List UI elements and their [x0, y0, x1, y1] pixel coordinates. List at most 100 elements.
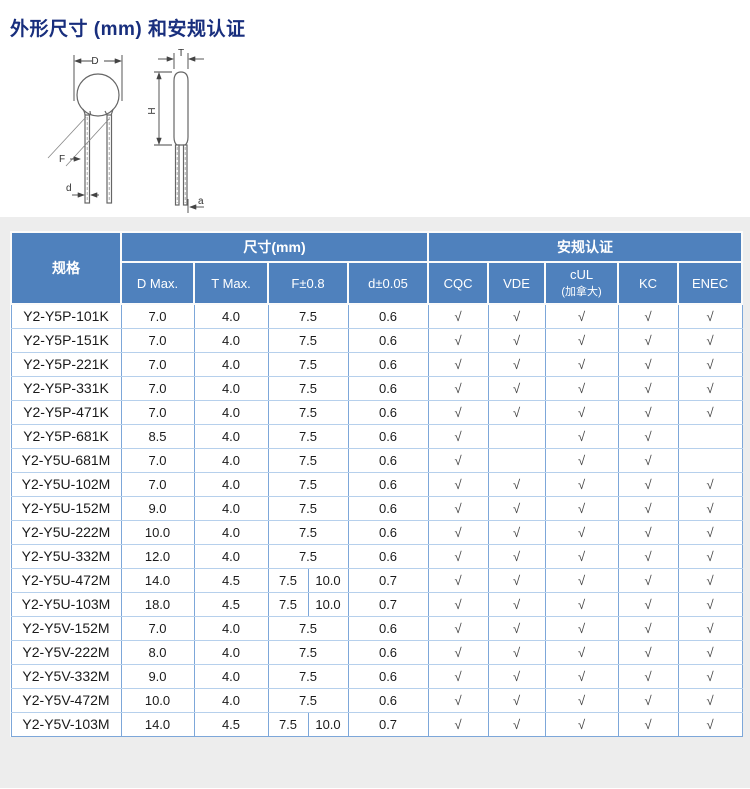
cert-cell-vde: √ — [487, 639, 546, 665]
dim-label-F: F — [59, 154, 65, 165]
table-row: Y2-Y5V-332M 9.0 4.0 7.5 0.6 √ √ √ √ √ — [10, 663, 743, 689]
spec-cell: Y2-Y5P-101K — [10, 303, 122, 329]
cert-cell-cul: √ — [544, 591, 619, 617]
cert-cell-cul: √ — [544, 519, 619, 545]
cert-cell-enec: √ — [677, 495, 743, 521]
d-lead-cell: 0.6 — [347, 615, 429, 641]
cert-cell-enec: √ — [677, 303, 743, 329]
cert-cell-vde: √ — [487, 591, 546, 617]
cert-cell-enec: √ — [677, 471, 743, 497]
t-max-cell: 4.0 — [193, 351, 269, 377]
spec-cell: Y2-Y5V-472M — [10, 687, 122, 713]
cert-cell-cqc: √ — [427, 495, 489, 521]
d-lead-cell: 0.7 — [347, 567, 429, 593]
cert-cell-vde: √ — [487, 543, 546, 569]
table-row: Y2-Y5U-152M 9.0 4.0 7.5 0.6 √ √ √ √ √ — [10, 495, 743, 521]
f-cell: 7.5 — [267, 711, 309, 737]
d-lead-cell: 0.6 — [347, 423, 429, 449]
spec-cell: Y2-Y5U-681M — [10, 447, 122, 473]
cert-cell-vde: √ — [487, 711, 546, 737]
d-max-cell: 7.0 — [120, 399, 195, 425]
spec-cell: Y2-Y5P-331K — [10, 375, 122, 401]
cert-cell-vde: √ — [487, 615, 546, 641]
d-lead-cell: 0.6 — [347, 327, 429, 353]
d-max-cell: 12.0 — [120, 543, 195, 569]
cert-cell-kc: √ — [617, 303, 679, 329]
cert-cell-cqc: √ — [427, 447, 489, 473]
dim-label-d: d — [66, 183, 72, 194]
table-row: Y2-Y5V-103M 14.0 4.5 7.5 10.0 0.7 √ √ √ √ √ — [10, 711, 743, 737]
d-max-cell: 18.0 — [120, 591, 195, 617]
cert-cell-vde — [487, 447, 546, 473]
d-lead-cell: 0.7 — [347, 711, 429, 737]
f-cell: 7.5 — [267, 351, 349, 377]
spec-cell: Y2-Y5U-152M — [10, 495, 122, 521]
spec-cell: Y2-Y5U-103M — [10, 591, 122, 617]
t-max-cell: 4.0 — [193, 327, 269, 353]
d-max-cell: 7.0 — [120, 303, 195, 329]
d-lead-cell: 0.6 — [347, 351, 429, 377]
header-group-row: 规格 尺寸(mm) 安规认证 — [10, 231, 744, 305]
cert-cell-cqc: √ — [427, 351, 489, 377]
header-enec: ENEC — [677, 261, 744, 305]
dim-label-T: T — [178, 48, 184, 59]
t-max-cell: 4.5 — [193, 567, 269, 593]
cert-cell-kc: √ — [617, 711, 679, 737]
cert-cell-cqc: √ — [427, 327, 489, 353]
cert-cell-kc: √ — [617, 567, 679, 593]
f-cell: 7.5 — [267, 615, 349, 641]
d-lead-cell: 0.6 — [347, 519, 429, 545]
f-cell: 7.5 — [267, 423, 349, 449]
d-max-cell: 7.0 — [120, 375, 195, 401]
cert-cell-enec: √ — [677, 327, 743, 353]
cert-cell-cqc: √ — [427, 567, 489, 593]
f-cell: 7.5 — [267, 543, 349, 569]
f-cell: 7.5 — [267, 447, 349, 473]
cert-cell-kc: √ — [617, 615, 679, 641]
cert-cell-kc: √ — [617, 495, 679, 521]
header-vde: VDE — [487, 261, 547, 305]
table-row: Y2-Y5V-152M 7.0 4.0 7.5 0.6 √ √ √ √ √ — [10, 615, 743, 641]
d-lead-cell: 0.6 — [347, 543, 429, 569]
table-row: Y2-Y5U-222M 10.0 4.0 7.5 0.6 √ √ √ √ √ — [10, 519, 743, 545]
cert-cell-cul: √ — [544, 375, 619, 401]
dimensions-certifications-table: 规格 尺寸(mm) 安规认证 D Max. T Max. F±0.8 d±0.0… — [10, 231, 744, 737]
table-row: Y2-Y5U-472M 14.0 4.5 7.5 10.0 0.7 √ √ √ √ √ — [10, 567, 743, 593]
cert-cell-enec: √ — [677, 663, 743, 689]
f-cell-2: 10.0 — [307, 591, 349, 617]
cert-cell-cqc: √ — [427, 303, 489, 329]
cert-cell-enec: √ — [677, 567, 743, 593]
d-max-cell: 14.0 — [120, 711, 195, 737]
page-title: 外形尺寸 (mm) 和安规认证 — [10, 19, 246, 40]
header-spec: 规格 — [10, 231, 122, 305]
header-t-max: T Max. — [193, 261, 269, 305]
cert-cell-cul: √ — [544, 495, 619, 521]
d-max-cell: 7.0 — [120, 471, 195, 497]
spec-cell: Y2-Y5P-221K — [10, 351, 122, 377]
table-row: Y2-Y5U-681M 7.0 4.0 7.5 0.6 √ √ √ — [10, 447, 743, 473]
side-body — [173, 71, 189, 146]
table-body: Y2-Y5P-101K 7.0 4.0 7.5 0.6 √ √ √ √ √ Y2-Y5P-151K 7… — [10, 303, 743, 737]
d-lead-cell: 0.6 — [347, 399, 429, 425]
cert-cell-cul: √ — [544, 663, 619, 689]
d-lead-cell: 0.6 — [347, 447, 429, 473]
cert-cell-cqc: √ — [427, 711, 489, 737]
cert-cell-enec: √ — [677, 615, 743, 641]
t-max-cell: 4.0 — [193, 399, 269, 425]
cert-cell-cul: √ — [544, 711, 619, 737]
cert-cell-cul: √ — [544, 423, 619, 449]
d-lead-cell: 0.6 — [347, 303, 429, 329]
d-max-cell: 14.0 — [120, 567, 195, 593]
cert-cell-cul: √ — [544, 447, 619, 473]
d-lead-cell: 0.7 — [347, 591, 429, 617]
cert-cell-cqc: √ — [427, 639, 489, 665]
cert-cell-vde: √ — [487, 663, 546, 689]
spec-cell: Y2-Y5P-151K — [10, 327, 122, 353]
t-max-cell: 4.0 — [193, 471, 269, 497]
t-max-cell: 4.5 — [193, 711, 269, 737]
cert-cell-enec: √ — [677, 375, 743, 401]
cert-cell-enec: √ — [677, 639, 743, 665]
table-row: Y2-Y5P-151K 7.0 4.0 7.5 0.6 √ √ √ √ √ — [10, 327, 743, 353]
cert-cell-kc: √ — [617, 471, 679, 497]
header-cul: cUL (加拿大) — [544, 261, 620, 305]
